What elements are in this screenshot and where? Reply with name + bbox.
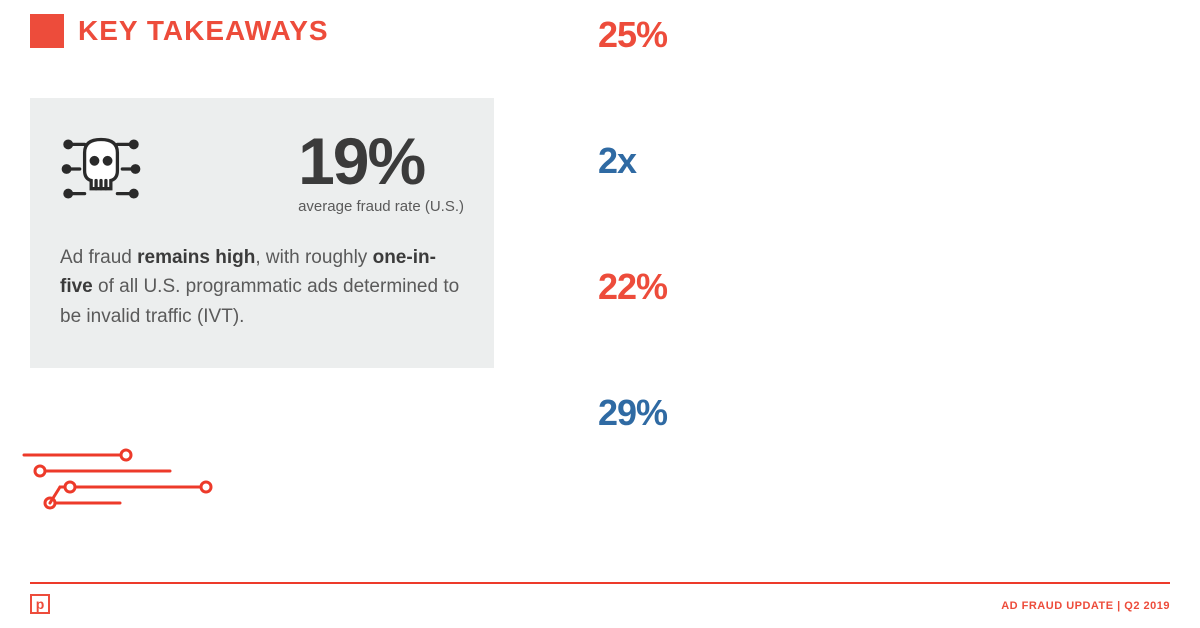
body-bold: remains high bbox=[137, 247, 255, 268]
body-text: , with roughly bbox=[255, 247, 372, 268]
footer-text: AD FRAUD UPDATE | Q2 2019 bbox=[1001, 600, 1170, 612]
metrics-column: 25% 2x 22% 29% bbox=[598, 14, 667, 434]
stat-label: average fraud rate (U.S.) bbox=[298, 198, 464, 215]
metric-value: 2x bbox=[598, 140, 667, 182]
metric-value: 25% bbox=[598, 14, 667, 56]
metric-value: 22% bbox=[598, 266, 667, 308]
footer-divider bbox=[30, 582, 1170, 584]
header: KEY TAKEAWAYS bbox=[30, 14, 329, 48]
brand-logo-icon: p bbox=[30, 594, 50, 614]
skull-bot-icon bbox=[60, 128, 142, 210]
stat-card-body: Ad fraud remains high, with roughly one-… bbox=[60, 243, 464, 331]
stat-card: 19% average fraud rate (U.S.) Ad fraud r… bbox=[30, 98, 494, 368]
circuit-decoration-icon bbox=[20, 445, 230, 520]
stat-card-top: 19% average fraud rate (U.S.) bbox=[60, 128, 464, 215]
stat-column: 19% average fraud rate (U.S.) bbox=[298, 128, 464, 215]
accent-square-icon bbox=[30, 14, 64, 48]
metric-value: 29% bbox=[598, 392, 667, 434]
page-title: KEY TAKEAWAYS bbox=[78, 15, 329, 47]
stat-value: 19% bbox=[298, 128, 464, 194]
body-text: of all U.S. programmatic ads determined … bbox=[60, 276, 459, 326]
body-text: Ad fraud bbox=[60, 247, 137, 268]
